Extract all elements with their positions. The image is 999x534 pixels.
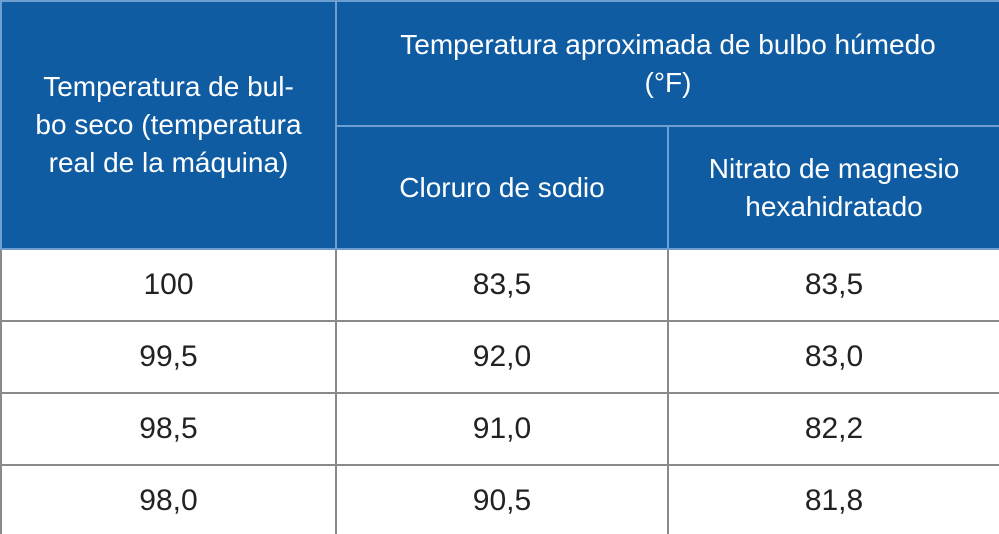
table-cell: 99,5 (0, 320, 337, 394)
table-row: 98,5 91,0 82,2 (0, 392, 999, 466)
header-cell: Nitrato de magnesio hexahidratado (666, 125, 999, 250)
table-row: 100 83,5 83,5 (0, 248, 999, 322)
table-cell: 90,5 (335, 464, 669, 534)
table-row: 98,0 90,5 81,8 (0, 464, 999, 534)
table-row: 99,5 92,0 83,0 (0, 320, 999, 394)
table-cell: 98,5 (0, 392, 337, 466)
group-header-cell: Temperatura aproximada de bulbo húmedo (… (334, 0, 999, 127)
table-cell: 98,0 (0, 464, 337, 534)
header-row: Temperatura de bul- bo seco (temperatura… (0, 0, 999, 250)
table-cell: 92,0 (335, 320, 669, 394)
table-cell: 91,0 (335, 392, 669, 466)
table-cell: 83,5 (666, 248, 999, 322)
table-cell: 81,8 (666, 464, 999, 534)
table-cell: 100 (0, 248, 337, 322)
header-row: Cloruro de sodio Nitrato de magnesio hex… (1, 125, 999, 250)
header-cell: Cloruro de sodio (335, 125, 669, 250)
table-cell: 83,5 (335, 248, 669, 322)
table-cell: 82,2 (666, 392, 999, 466)
header-cell: Temperatura de bul- bo seco (temperatura… (0, 0, 337, 250)
table-cell: 83,0 (666, 320, 999, 394)
